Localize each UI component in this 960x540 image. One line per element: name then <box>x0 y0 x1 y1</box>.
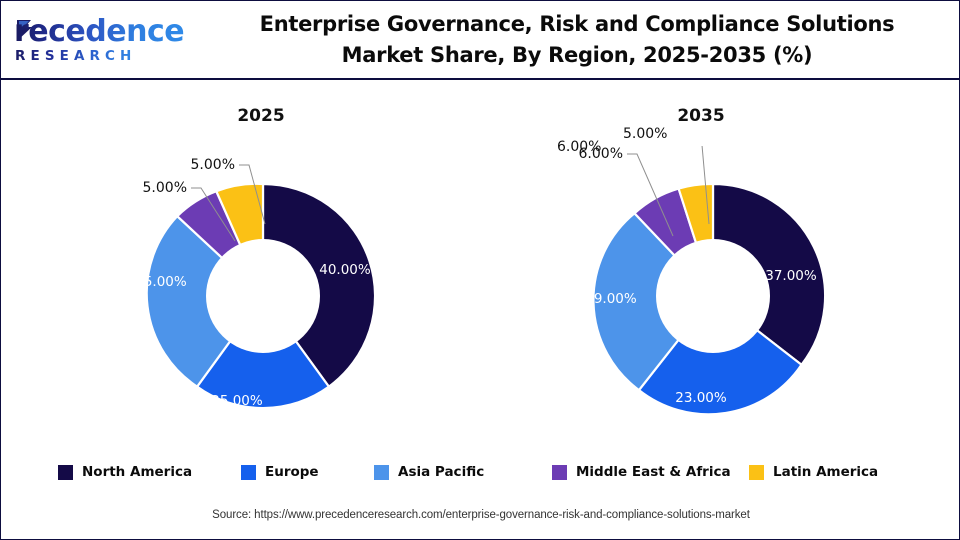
donut-chart-2035: 37.00% 23.00% 29.00% 6.00% 5.00% <box>563 146 863 446</box>
donut-2025-leaders <box>191 164 266 242</box>
chart-title-2035: 2035 <box>677 106 725 126</box>
page-title: Enterprise Governance, Risk and Complian… <box>201 9 953 71</box>
value-label-north-america-2035: 37.00% <box>765 268 817 284</box>
legend-label-latin-america: Latin America <box>773 464 879 480</box>
value-label-europe-2035: 23.00% <box>675 390 727 406</box>
legend-label-north-america: North America <box>82 464 193 480</box>
header-bar: recedence RESEARCH Enterprise Governance… <box>1 1 959 80</box>
precedence-research-logo: recedence RESEARCH <box>11 14 185 66</box>
value-label-latin-america-2025: 5.00% <box>191 157 235 173</box>
donut-2025-svg: 40.00% 25.00% 25.00% 5.00% 5.00% <box>135 157 377 410</box>
slice-asia-pacific-2035[interactable] <box>592 211 715 392</box>
legend-swatch-europe <box>241 464 256 480</box>
donut-2035-hole <box>656 239 770 353</box>
legend-item-north-america[interactable]: North America <box>58 461 192 483</box>
logo-wordmark: recedence <box>14 14 185 49</box>
legend: North America Europe Asia Pacific Middle… <box>1 459 959 489</box>
leader-line-middle-east-africa-2025 <box>191 187 236 242</box>
legend-item-latin-america[interactable]: Latin America <box>749 461 878 483</box>
leader-line-middle-east-africa-2035 <box>627 153 674 237</box>
donut-2035-leaders <box>627 146 710 237</box>
legend-swatch-latin-america <box>749 464 764 480</box>
leader-line-latin-america-2025 <box>239 164 266 225</box>
value-label-latin-america-2035-text: 5.00% <box>623 126 668 142</box>
value-label-asia-pacific-2035: 29.00% <box>585 291 637 307</box>
slice-asia-pacific-2025[interactable] <box>145 214 265 389</box>
page-title-line2: Market Share, By Region, 2025-2035 (%) <box>341 43 813 67</box>
slice-north-america-2025[interactable] <box>261 182 377 389</box>
donut-2025-slices <box>145 182 377 410</box>
legend-item-middle-east-africa[interactable]: Middle East & Africa <box>552 461 731 483</box>
donut-2035-svg: 37.00% 23.00% 29.00% 6.00% 5.00% <box>579 146 827 416</box>
logo-subtext: RESEARCH <box>15 48 137 64</box>
legend-swatch-north-america <box>58 464 73 480</box>
legend-swatch-middle-east-africa <box>552 464 567 480</box>
value-label-middle-east-africa-2025: 5.00% <box>143 180 187 196</box>
legend-item-asia-pacific[interactable]: Asia Pacific <box>374 461 484 483</box>
legend-item-europe[interactable]: Europe <box>241 461 319 483</box>
chart-title-2025: 2025 <box>237 106 285 126</box>
donut-2025-hole <box>206 239 320 353</box>
leader-line-latin-america-2035 <box>701 146 710 225</box>
page-title-line1: Enterprise Governance, Risk and Complian… <box>259 12 895 36</box>
slice-north-america-2035[interactable] <box>711 182 827 367</box>
legend-label-europe: Europe <box>265 464 319 480</box>
precedence-flag-icon <box>17 20 32 40</box>
donut-chart-2025: 40.00% 25.00% 25.00% 5.00% 5.00% <box>113 146 413 446</box>
value-label-asia-pacific-2025: 25.00% <box>135 274 187 290</box>
legend-swatch-asia-pacific <box>374 464 389 480</box>
legend-label-middle-east-africa: Middle East & Africa <box>576 464 731 480</box>
source-note: Source: https://www.precedenceresearch.c… <box>212 509 750 521</box>
value-label-middle-east-africa-2035-text: 6.00% <box>557 139 602 155</box>
value-label-europe-2025: 25.00% <box>211 393 263 409</box>
legend-label-asia-pacific: Asia Pacific <box>398 464 485 480</box>
value-label-middle-east-africa-2035: 6.00% <box>579 146 623 162</box>
value-label-north-america-2025: 40.00% <box>319 262 371 278</box>
slice-europe-2035[interactable] <box>637 294 803 416</box>
donut-2035-slices <box>592 182 827 416</box>
